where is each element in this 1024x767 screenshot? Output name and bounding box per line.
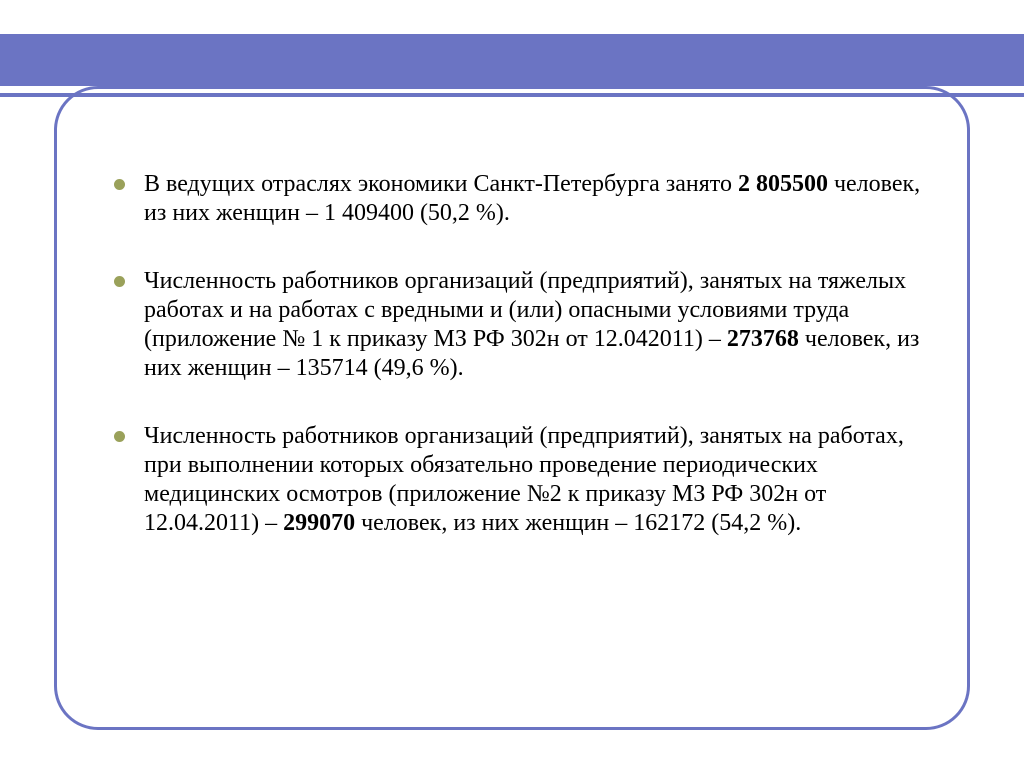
list-item: Численность работников организаций (пред…	[110, 267, 930, 384]
header-bar	[0, 34, 1024, 86]
text-segment-bold: 299070	[283, 510, 355, 536]
header-underline	[0, 93, 1024, 97]
bullet-list: В ведущих отраслях экономики Санкт-Петер…	[110, 170, 930, 539]
list-item: В ведущих отраслях экономики Санкт-Петер…	[110, 170, 930, 229]
text-segment-bold: 2 805500	[738, 171, 828, 197]
text-segment: В ведущих отраслях экономики Санкт-Петер…	[144, 171, 738, 197]
list-item: Численность работников организаций (пред…	[110, 422, 930, 539]
slide-content: В ведущих отраслях экономики Санкт-Петер…	[110, 170, 930, 577]
text-segment-bold: 273768	[727, 326, 799, 352]
text-segment: человек, из них женщин – 162172 (54,2 %)…	[355, 510, 801, 536]
